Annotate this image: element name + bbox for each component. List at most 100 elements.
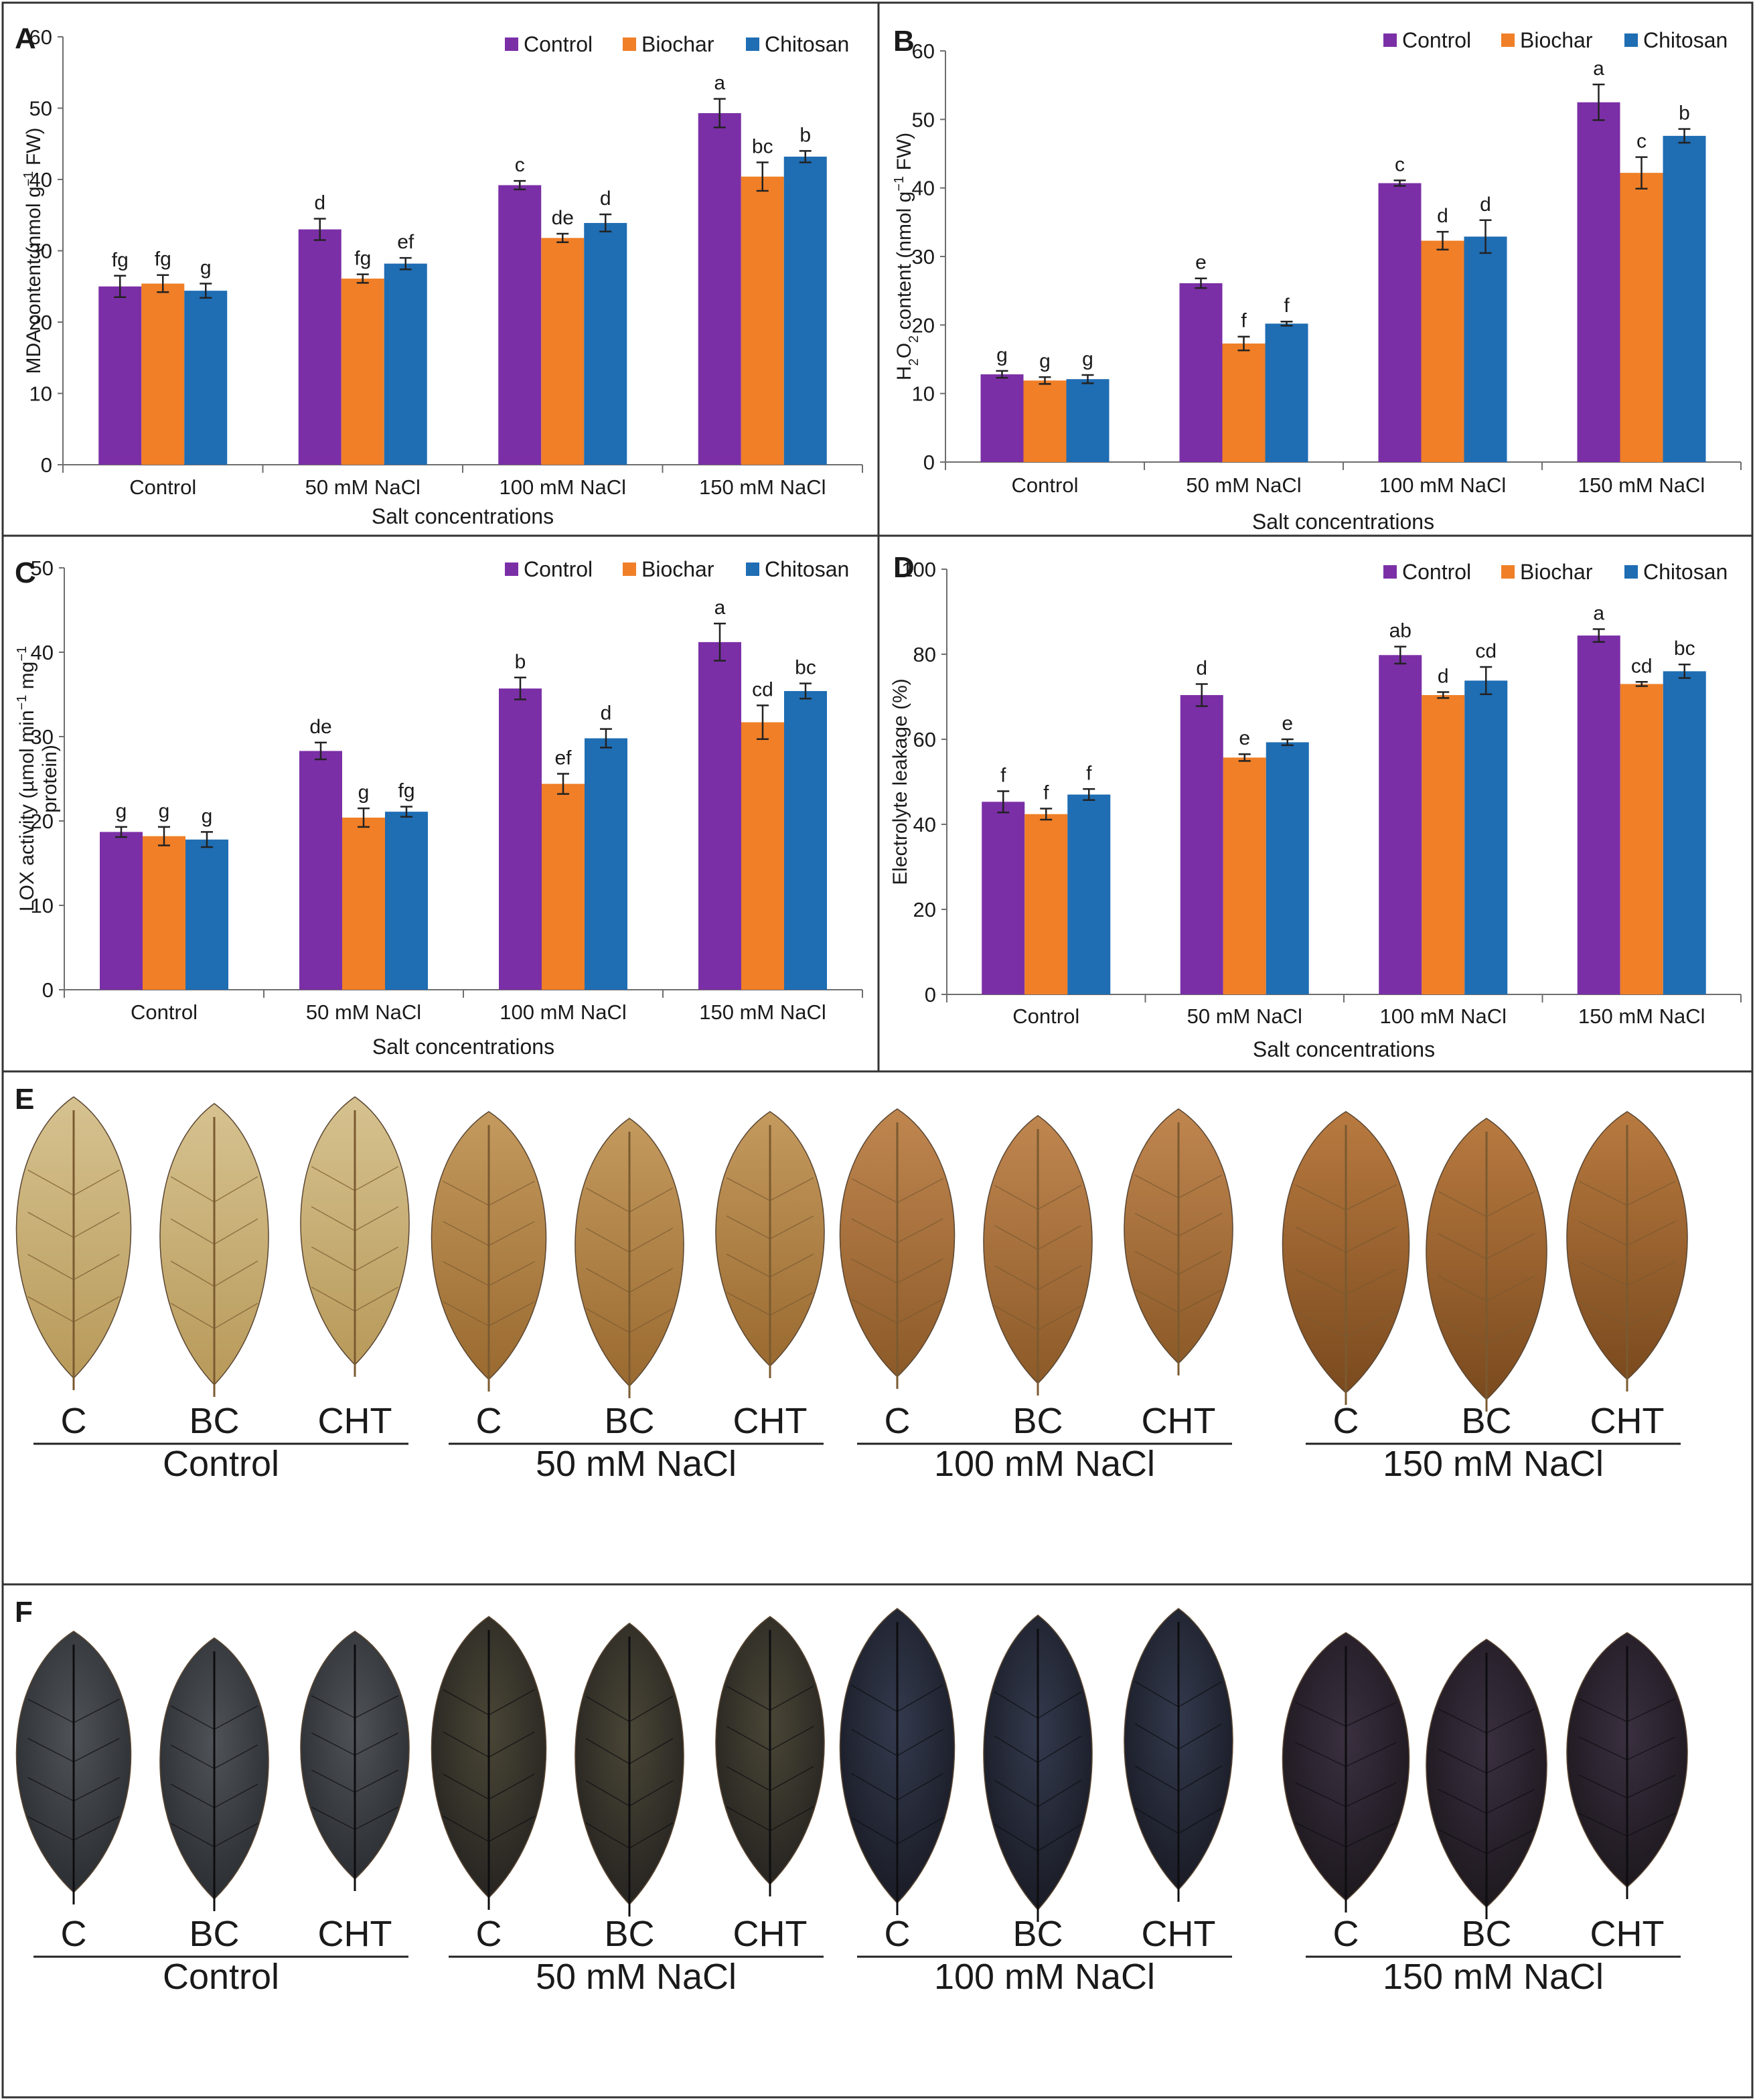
bar [1222,343,1266,462]
leaf-treatment-label: CHT [1590,1401,1665,1441]
leaf-vein [73,1254,120,1280]
leaf-vein [311,1769,356,1793]
significance-letter: g [1082,348,1093,370]
leaf-vein [585,1268,630,1293]
leaf-treatment-label: C [476,1401,502,1441]
y-tick-label: 0 [41,453,52,477]
group-label: Control [163,1444,279,1484]
leaf-vein [851,1684,898,1712]
leaf-vein [73,1169,120,1196]
bar [100,832,143,990]
bar [141,283,185,465]
leaf-vein [1345,1310,1397,1337]
leaf-treatment-label: CHT [733,1401,808,1441]
bar [185,839,228,990]
legend-label: Control [1402,560,1471,584]
leaf-treatment-label: CHT [318,1914,392,1954]
legend-label: Chitosan [765,557,849,581]
leaf-vein [994,1225,1039,1250]
leaf-vein [170,1260,215,1287]
leaf-vein [488,1181,535,1206]
leaf-vein [354,1206,399,1231]
leaf-vein [443,1773,489,1800]
leaf-vein [629,1696,674,1722]
y-tick-label: 0 [42,978,54,1002]
chart-b: B 0 10 20 30 40 50 60 Control 50 mM NaCl 100 mM Na… [892,25,1742,534]
leaf-treatment-label: C [885,1914,911,1954]
leaf-vein [629,1822,674,1849]
significance-letter: b [1679,102,1690,125]
leaf-vein [585,1738,630,1765]
leaf-vein [354,1286,399,1312]
significance-letter: b [799,124,811,146]
leaf-vein [1037,1691,1082,1719]
leaf-vein [1626,1181,1676,1206]
leaf-vein [851,1728,898,1756]
leaf-vein [1626,1261,1676,1286]
bar [584,222,627,465]
y-tick-label: 10 [31,894,54,917]
leaf-treatment-label: CHT [318,1401,392,1441]
leaf-vein [170,1302,215,1329]
x-category-label: Control [1012,473,1079,497]
significance-letter: fg [112,249,129,271]
legend-label: Control [524,32,593,56]
leaf-vein [311,1246,356,1272]
leaf-vein [897,1178,943,1203]
leaf-vein [629,1738,674,1765]
bar [384,263,427,465]
significance-letter: fg [155,248,171,271]
leaf-vein [769,1177,814,1201]
leaf-vein [488,1773,535,1800]
bar [741,722,784,990]
bar [1663,671,1706,994]
leaf-vein [1578,1261,1628,1286]
legend-label: Biochar [1520,560,1593,584]
leaf-vein [726,1806,771,1831]
chart-a: A 0 10 20 30 40 50 60 Control 50 mM NaCl 100 mM Na… [15,22,863,528]
leaf-vein [1178,1765,1223,1792]
y-tick-label: 0 [925,983,936,1006]
leaf-vein [1578,1301,1628,1327]
y-tick-label: 40 [913,813,936,836]
leaf-vein [27,1816,74,1841]
leaf-vein [1578,1736,1628,1760]
leaf-vein [1438,1708,1487,1734]
leaf-vein [311,1286,356,1312]
bar [1266,742,1309,994]
leaf-vein [214,1218,258,1245]
leaf-vein [851,1817,898,1845]
leaf-vein [726,1254,771,1278]
significance-letter: f [1086,762,1092,784]
leaf-vein [1134,1213,1179,1237]
leaf-vein [1037,1185,1082,1210]
significance-letter: e [1195,252,1207,274]
legend-label: Biochar [641,557,714,581]
leaf-vein [585,1308,630,1333]
leaf-vein [27,1777,74,1802]
leaf-vein [73,1211,120,1238]
significance-letter: e [1239,727,1250,749]
significance-letter: fg [354,248,371,270]
significance-letter: d [1196,657,1207,679]
leaf-vein [769,1215,814,1240]
bar [498,185,542,465]
x-category-label: 150 mM NaCl [699,475,826,499]
panel-letter: E [15,1083,34,1116]
leaf-vein [1486,1789,1535,1814]
x-axis-title: Salt concentrations [372,504,554,528]
group-label: 100 mM NaCl [934,1444,1155,1484]
leaf-vein [769,1685,814,1711]
significance-letter: ef [397,231,414,253]
y-tick-label: 20 [31,810,54,833]
leaf-vein [851,1218,898,1244]
leaf-vein [726,1726,771,1751]
significance-letter: b [515,651,526,673]
leaf-vein [214,1744,258,1769]
leaf-vein [1037,1225,1082,1250]
panel-letter: A [15,22,36,55]
leaf-vein [1438,1748,1487,1774]
significance-letter: e [1282,712,1293,735]
